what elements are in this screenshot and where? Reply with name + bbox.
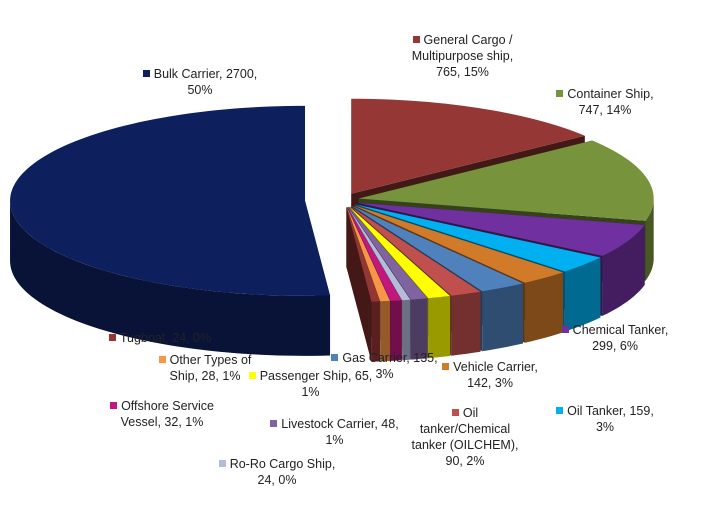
slice-top [358, 140, 654, 221]
label-vehicle-carrier: Vehicle Carrier, 142, 3% [430, 359, 550, 391]
slice-top [354, 205, 564, 283]
slice-top [355, 204, 601, 272]
label-text: Tugboat, 24, 0% [119, 331, 212, 345]
label-roro-cargo: Ro-Ro Cargo Ship, 24, 0% [212, 456, 342, 488]
slice-side [451, 291, 481, 356]
label-oil-tanker: Oil Tanker, 159, 3% [550, 403, 660, 435]
label-gas-carrier: Gas Carrier, 135, 3% [322, 350, 447, 382]
label-offshore-service: Offshore Service Vessel, 32, 1% [102, 398, 222, 430]
legend-swatch [110, 402, 118, 409]
label-general-cargo: General Cargo / Multipurpose ship, 765, … [400, 32, 525, 80]
label-text: Other Types of Ship, 28, 1% [169, 353, 252, 383]
label-text: Gas Carrier, 135, 3% [342, 351, 438, 381]
legend-swatch [331, 354, 339, 361]
legend-swatch [556, 90, 564, 97]
legend-swatch [561, 326, 569, 333]
slice-side [390, 300, 402, 361]
label-text: General Cargo / Multipurpose ship, 765, … [411, 33, 514, 79]
slice-side [564, 257, 601, 332]
slice-side [524, 272, 564, 343]
slice-top [357, 202, 645, 256]
label-text: Ro-Ro Cargo Ship, 24, 0% [229, 457, 336, 487]
slice-top [351, 98, 585, 194]
legend-swatch [158, 356, 166, 363]
slice-side [402, 299, 411, 361]
label-text: Oil Tanker, 159, 3% [567, 404, 654, 434]
slice-top [346, 206, 391, 302]
label-chemical-tanker: Chemical Tanker, 299, 6% [555, 322, 675, 354]
legend-swatch [248, 372, 256, 379]
slice-tugboat [346, 206, 380, 362]
label-passenger-ship: Passenger Ship, 65, 1% [248, 368, 373, 400]
label-text: Container Ship, 747, 14% [567, 87, 654, 117]
label-text: Chemical Tanker, 299, 6% [572, 323, 669, 353]
legend-swatch [142, 70, 150, 77]
slice-top [346, 206, 380, 302]
slice-side [645, 198, 654, 281]
label-oilchem: Oil tanker/Chemical tanker (OILCHEM), 90… [410, 405, 520, 469]
legend-swatch [412, 36, 420, 43]
slice-side [410, 298, 428, 360]
slice-top [10, 105, 331, 296]
slice-top [350, 206, 481, 296]
slice-top [349, 206, 451, 299]
slice-top [352, 206, 524, 292]
slice-wall [346, 206, 372, 362]
slice-side [482, 283, 524, 352]
slice-side [380, 300, 391, 362]
legend-swatch [270, 420, 278, 427]
label-text: Vehicle Carrier, 142, 3% [453, 360, 538, 390]
slice-top [347, 206, 402, 301]
slice-side [10, 200, 331, 356]
label-text: Oil tanker/Chemical tanker (OILCHEM), 90… [411, 406, 519, 468]
legend-swatch [556, 407, 564, 414]
label-other-types: Other Types of Ship, 28, 1% [150, 352, 260, 384]
legend-swatch [108, 334, 116, 341]
legend-swatch [218, 460, 226, 467]
label-text: Offshore Service Vessel, 32, 1% [120, 399, 214, 429]
slice-bulk-carrier [10, 105, 331, 356]
slice-top [347, 206, 411, 301]
slice-side [428, 295, 451, 359]
label-container-ship: Container Ship, 747, 14% [550, 86, 660, 118]
slice-side [602, 225, 645, 316]
label-text: Passenger Ship, 65, 1% [259, 369, 373, 399]
label-text: Bulk Carrier, 2700, 50% [153, 67, 258, 97]
slice-top [348, 206, 428, 300]
slice-side [371, 301, 380, 362]
legend-swatch [451, 409, 459, 416]
label-text: Livestock Carrier, 48, 1% [281, 417, 399, 447]
label-bulk-carrier: Bulk Carrier, 2700, 50% [130, 66, 270, 98]
label-livestock-carrier: Livestock Carrier, 48, 1% [262, 416, 407, 448]
legend-swatch [442, 363, 450, 370]
label-tugboat: Tugboat, 24, 0% [100, 330, 220, 346]
